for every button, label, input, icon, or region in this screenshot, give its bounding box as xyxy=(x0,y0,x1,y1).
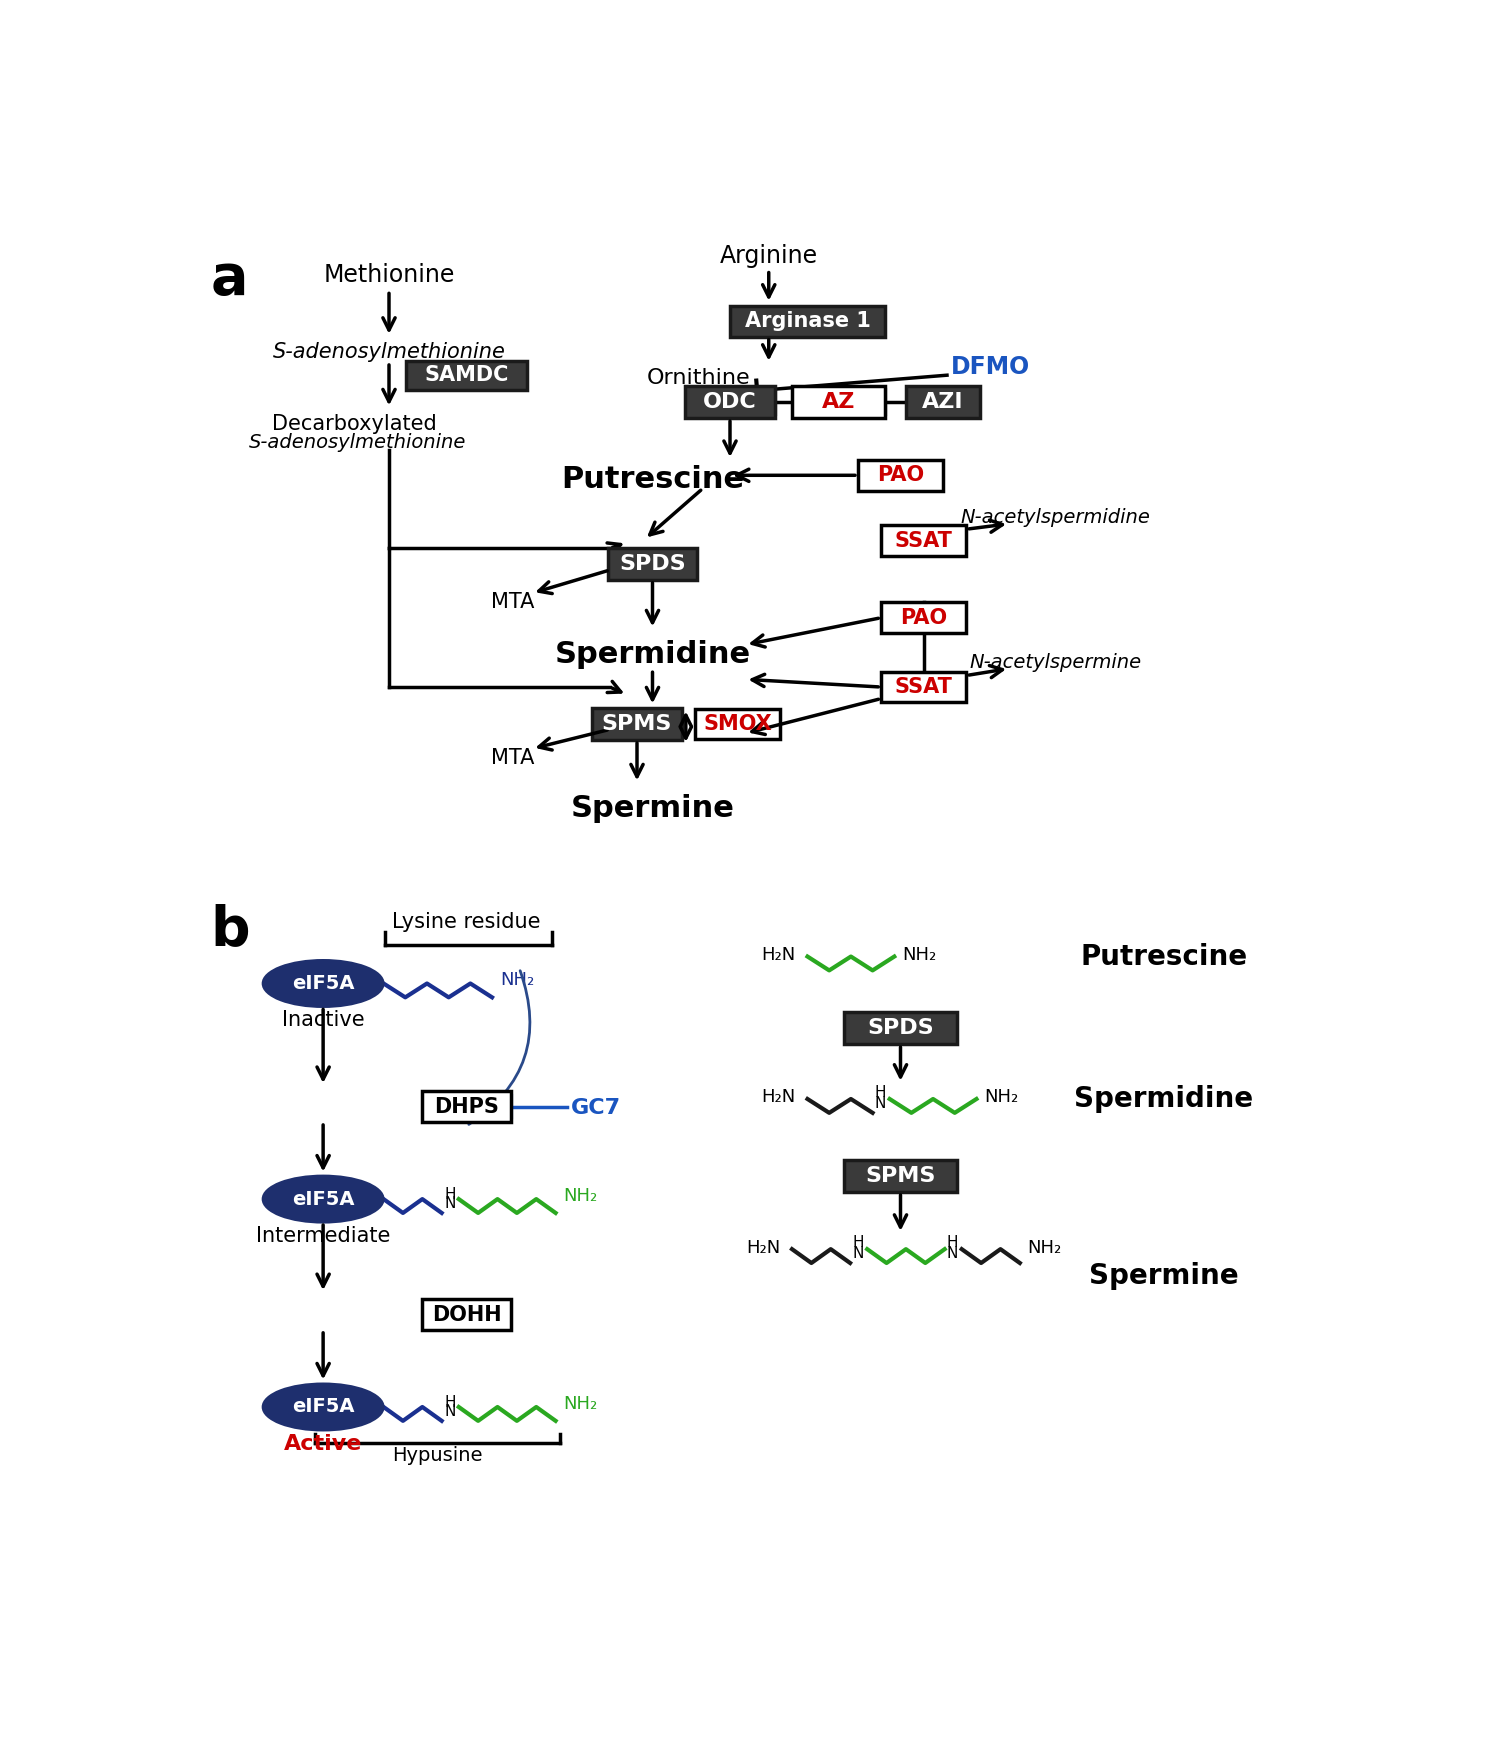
FancyBboxPatch shape xyxy=(694,709,780,739)
Text: NH₂: NH₂ xyxy=(902,945,936,964)
Text: Spermine: Spermine xyxy=(570,795,735,823)
Text: Spermidine: Spermidine xyxy=(1074,1085,1254,1113)
Text: H₂N: H₂N xyxy=(746,1239,780,1256)
Text: SSAT: SSAT xyxy=(896,531,952,550)
Text: GC7: GC7 xyxy=(572,1099,621,1118)
Text: NH₂: NH₂ xyxy=(984,1088,1018,1106)
Text: H: H xyxy=(444,1394,456,1410)
Text: MTA: MTA xyxy=(492,748,534,769)
Text: Decarboxylated: Decarboxylated xyxy=(272,414,436,433)
FancyBboxPatch shape xyxy=(608,547,698,580)
Text: Methionine: Methionine xyxy=(324,264,454,287)
Text: N-acetylspermine: N-acetylspermine xyxy=(969,653,1142,673)
Text: NH₂: NH₂ xyxy=(564,1186,597,1205)
Text: N: N xyxy=(444,1197,456,1211)
Text: Intermediate: Intermediate xyxy=(256,1226,390,1246)
Text: PAO: PAO xyxy=(900,608,948,627)
Text: H: H xyxy=(946,1235,958,1251)
FancyBboxPatch shape xyxy=(730,306,885,337)
FancyBboxPatch shape xyxy=(844,1160,957,1191)
FancyBboxPatch shape xyxy=(880,603,966,632)
FancyBboxPatch shape xyxy=(592,708,681,741)
Text: H: H xyxy=(874,1085,886,1101)
Text: H: H xyxy=(444,1186,456,1202)
Text: SPMS: SPMS xyxy=(865,1165,936,1186)
Text: SPDS: SPDS xyxy=(867,1019,934,1038)
Text: Spermine: Spermine xyxy=(1089,1261,1239,1289)
Text: H₂N: H₂N xyxy=(762,1088,796,1106)
Text: DFMO: DFMO xyxy=(951,355,1030,379)
Text: Inactive: Inactive xyxy=(282,1010,364,1031)
Text: PAO: PAO xyxy=(878,465,924,486)
Text: SPMS: SPMS xyxy=(602,715,672,734)
FancyBboxPatch shape xyxy=(422,1092,512,1122)
FancyBboxPatch shape xyxy=(906,386,980,418)
FancyBboxPatch shape xyxy=(880,671,966,702)
FancyBboxPatch shape xyxy=(792,386,885,418)
Text: eIF5A: eIF5A xyxy=(292,1398,354,1417)
Text: Putrescine: Putrescine xyxy=(1080,943,1248,971)
Text: DHPS: DHPS xyxy=(433,1097,500,1116)
Text: S-adenosylmethionine: S-adenosylmethionine xyxy=(273,342,506,362)
Ellipse shape xyxy=(262,961,382,1006)
FancyBboxPatch shape xyxy=(422,1300,512,1329)
Text: N: N xyxy=(852,1246,864,1261)
Text: SSAT: SSAT xyxy=(896,678,952,697)
Text: eIF5A: eIF5A xyxy=(292,975,354,992)
FancyBboxPatch shape xyxy=(844,1012,957,1045)
Text: DOHH: DOHH xyxy=(432,1305,501,1324)
FancyBboxPatch shape xyxy=(686,386,774,418)
Text: N: N xyxy=(874,1095,886,1111)
Text: N: N xyxy=(946,1246,958,1261)
Text: N-acetylspermidine: N-acetylspermidine xyxy=(960,508,1150,528)
Text: NH₂: NH₂ xyxy=(1028,1239,1062,1256)
Ellipse shape xyxy=(262,1384,382,1431)
Text: NH₂: NH₂ xyxy=(564,1394,597,1413)
Text: SMOX: SMOX xyxy=(704,715,772,734)
Text: eIF5A: eIF5A xyxy=(292,1190,354,1209)
Text: Ornithine: Ornithine xyxy=(646,367,752,388)
Text: Lysine residue: Lysine residue xyxy=(393,912,540,931)
Text: a: a xyxy=(210,252,249,306)
Text: H₂N: H₂N xyxy=(762,945,796,964)
Text: SPDS: SPDS xyxy=(620,554,686,573)
Text: AZI: AZI xyxy=(922,391,964,412)
Text: Arginase 1: Arginase 1 xyxy=(744,311,870,332)
Text: Hypusine: Hypusine xyxy=(392,1447,483,1466)
Text: Putrescine: Putrescine xyxy=(561,465,744,494)
Text: Spermidine: Spermidine xyxy=(555,639,750,669)
FancyBboxPatch shape xyxy=(880,526,966,556)
Text: b: b xyxy=(210,903,251,957)
Ellipse shape xyxy=(262,1176,382,1223)
Text: S-adenosylmethionine: S-adenosylmethionine xyxy=(249,433,466,452)
FancyBboxPatch shape xyxy=(406,360,526,390)
Text: Arginine: Arginine xyxy=(720,245,818,267)
FancyBboxPatch shape xyxy=(858,459,944,491)
Text: H: H xyxy=(852,1235,864,1251)
Text: NH₂: NH₂ xyxy=(500,971,534,989)
Text: ODC: ODC xyxy=(704,391,758,412)
Text: AZ: AZ xyxy=(822,391,855,412)
Text: Active: Active xyxy=(284,1434,363,1454)
Text: SAMDC: SAMDC xyxy=(424,365,508,384)
Text: MTA: MTA xyxy=(492,592,534,613)
Text: N: N xyxy=(444,1405,456,1419)
